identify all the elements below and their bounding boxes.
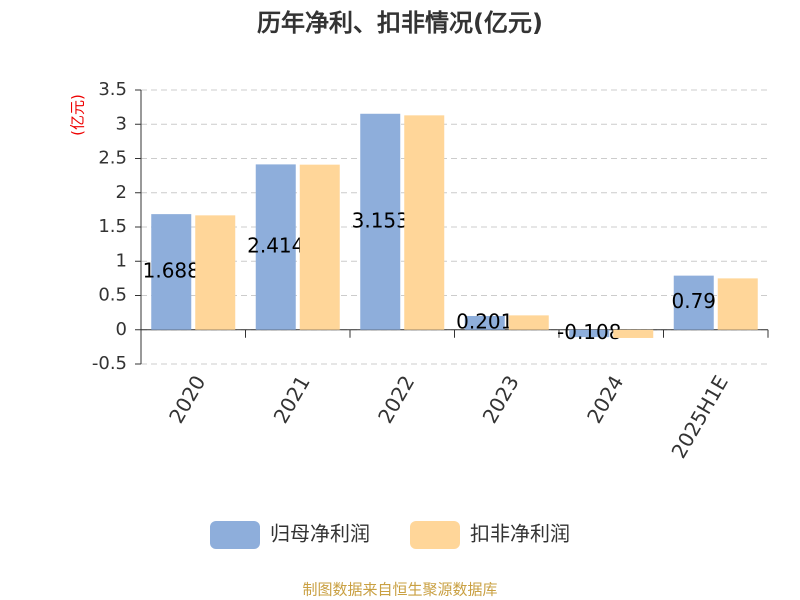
y-axis-label: (亿元) [69,94,87,136]
y-tick-label: 3 [116,113,127,134]
bar [464,315,505,330]
data-label: 0.79 [671,289,716,313]
y-tick-label: 2 [116,182,127,203]
bar [360,113,401,330]
bar [613,329,654,338]
bar [404,115,445,330]
x-tick-label: 2025H1E [666,371,732,462]
chart-title: 历年净利、扣非情况(亿元) [257,9,543,37]
bar [508,315,549,330]
x-tick-label: 2020 [164,371,210,427]
y-tick-label: 0.5 [98,285,127,306]
bar [151,214,192,330]
data-label: 0.201 [456,309,513,333]
bar [717,278,758,330]
x-tick-label: 2024 [582,371,628,427]
legend-swatch [210,521,260,549]
y-tick-label: 0 [116,319,127,340]
source-note: 制图数据来自恒生聚源数据库 [302,581,497,599]
legend-swatch [410,521,460,549]
data-label: -0.108 [557,320,621,344]
bar [569,329,610,338]
bar [299,164,340,330]
legend-label: 扣非净利润 [470,522,570,546]
y-tick-label: -0.5 [92,353,127,374]
data-label: 1.688 [143,258,200,282]
bar [673,275,714,330]
x-tick-label: 2023 [478,371,524,427]
data-label: 2.414 [247,234,304,258]
y-tick-label: 1.5 [98,216,127,237]
x-tick-label: 2022 [373,371,419,427]
data-label: 3.153 [352,208,409,232]
y-tick-label: 1 [116,250,127,271]
bar [195,215,236,330]
y-tick-label: 3.5 [98,79,127,100]
x-tick-label: 2021 [269,371,315,427]
y-tick-label: 2.5 [98,148,127,169]
legend-label: 归母净利润 [270,522,370,546]
bar [255,164,296,330]
